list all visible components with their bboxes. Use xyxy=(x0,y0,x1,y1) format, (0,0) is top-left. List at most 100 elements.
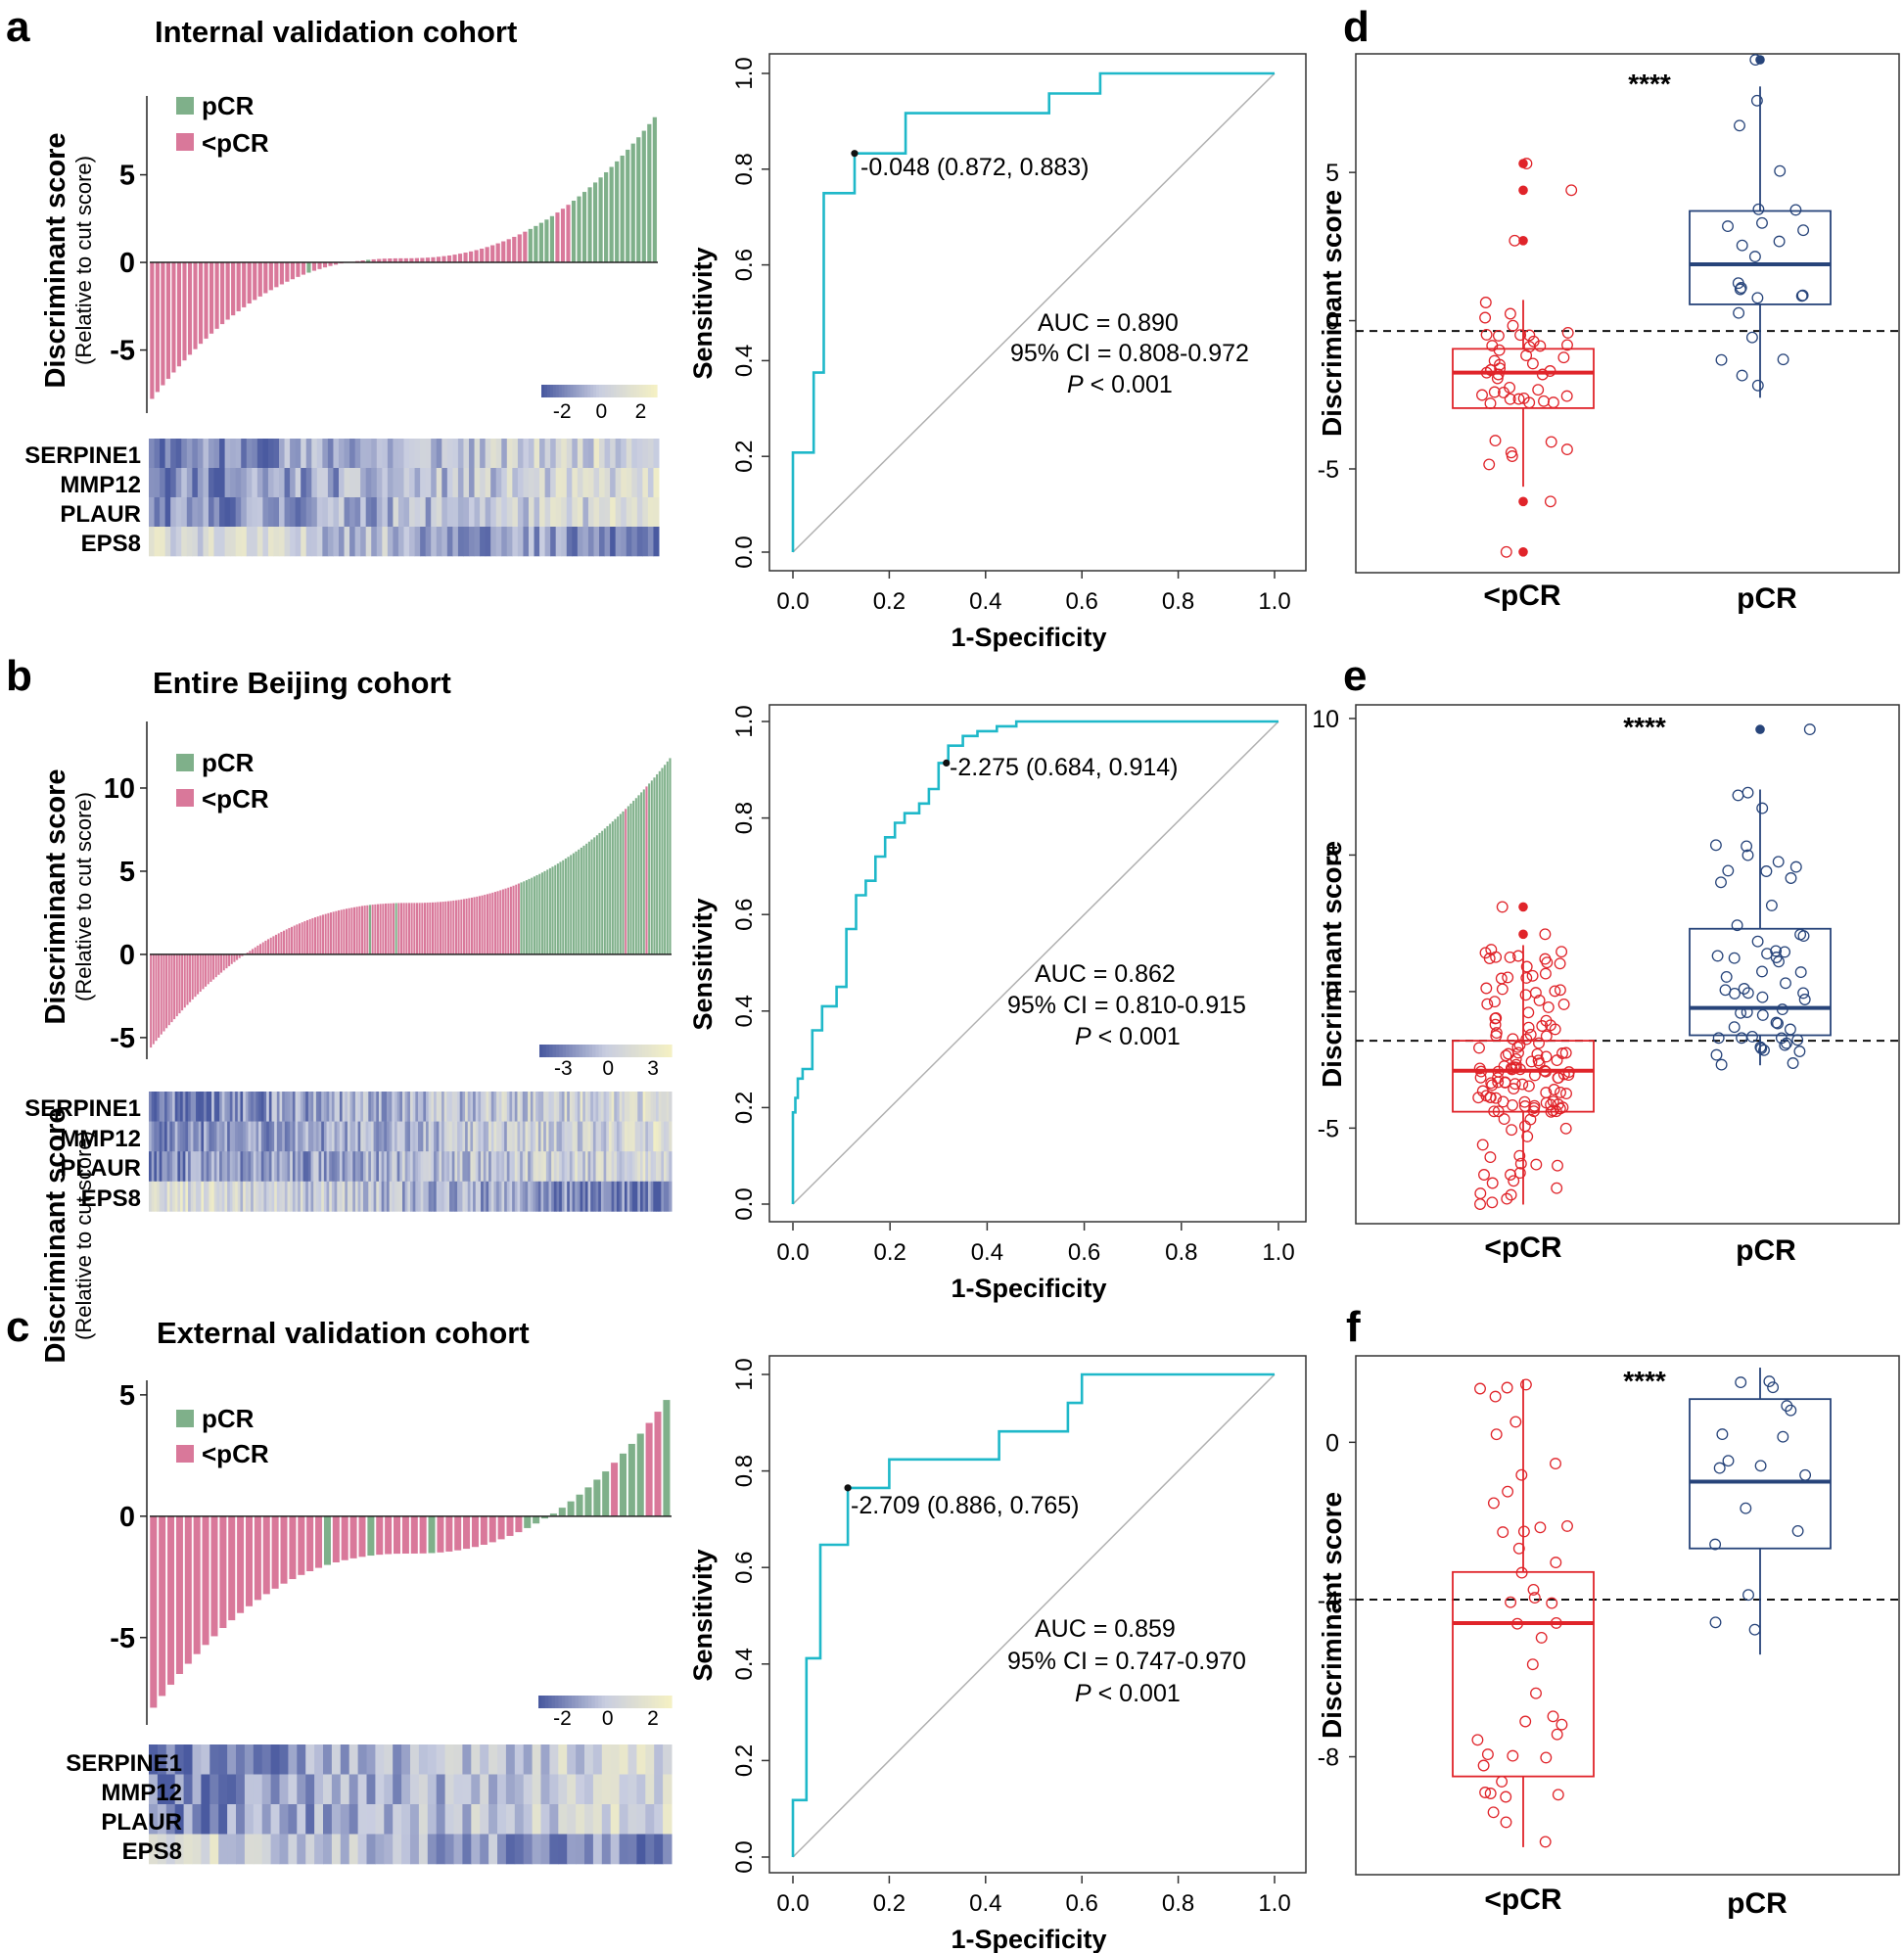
x-tick-label: 0.8 xyxy=(1162,1890,1194,1917)
heatmap-cell xyxy=(321,1151,325,1183)
heatmap-cell xyxy=(474,497,481,528)
outlier-point xyxy=(1518,185,1528,196)
heatmap-cell xyxy=(253,1092,256,1122)
roc-plot xyxy=(791,71,1276,553)
heatmap-cell xyxy=(444,1804,454,1835)
heatmap-cell xyxy=(365,497,372,528)
heatmap-cell xyxy=(323,1774,333,1805)
heatmap-cell xyxy=(307,1181,312,1212)
heatmap-cell xyxy=(255,1121,259,1152)
heatmap-cell xyxy=(446,527,453,557)
data-point xyxy=(1512,393,1525,405)
heatmap-cell xyxy=(653,497,660,528)
colorbar-segment xyxy=(631,1045,636,1057)
heatmap-cell xyxy=(590,1121,594,1152)
box-ticks: -8-40 xyxy=(1318,1429,1356,1772)
heatmap-cell xyxy=(534,497,540,528)
heatmap-cell xyxy=(553,1151,558,1183)
heatmap-cell xyxy=(387,527,394,557)
heatmap-cell xyxy=(655,1092,660,1122)
heatmap-cell xyxy=(431,468,438,498)
heatmap-cell xyxy=(465,1151,469,1183)
colorbar-segment xyxy=(555,1045,560,1057)
heatmap-cell xyxy=(248,1151,252,1183)
bar-lt-pcr xyxy=(258,944,262,955)
heatmap-cell xyxy=(302,1121,306,1152)
heatmap-cell xyxy=(453,1774,463,1805)
bar-pcr xyxy=(522,881,526,955)
heatmap-cell xyxy=(611,1092,615,1122)
data-point xyxy=(1556,1718,1568,1731)
data-point xyxy=(1501,1381,1513,1394)
heatmap-cell xyxy=(169,1092,173,1122)
bar-pcr xyxy=(581,191,587,263)
bar-pcr xyxy=(523,1515,532,1529)
heatmap-cell xyxy=(274,1181,278,1212)
heatmap-cell xyxy=(151,1092,155,1122)
heatmap-cell xyxy=(553,1121,558,1152)
heatmap-cell xyxy=(261,1804,272,1835)
heatmap-cell xyxy=(157,1181,161,1212)
heatmap-cell xyxy=(209,1774,219,1805)
bar-lt-pcr xyxy=(160,953,163,1035)
panel-letter-b: b xyxy=(6,652,32,700)
heatmap-cell xyxy=(251,1181,255,1212)
roc-cut-point xyxy=(851,150,859,158)
heatmap-cell xyxy=(316,497,323,528)
data-point xyxy=(1785,872,1797,884)
y-tick-label: 0 xyxy=(119,248,135,279)
heatmap-cell xyxy=(381,1151,385,1183)
heatmap-cell xyxy=(436,1151,440,1183)
heatmap-cell xyxy=(166,1181,170,1212)
heatmap-cell xyxy=(290,1092,294,1122)
heatmap-cell xyxy=(384,1744,394,1775)
data-point xyxy=(1473,1062,1486,1075)
bar-lt-pcr xyxy=(434,902,437,955)
colorbar-segment xyxy=(539,1045,543,1057)
heatmap-cell xyxy=(337,1181,341,1212)
heatmap-cell xyxy=(219,1092,223,1122)
heatmap-cell xyxy=(164,468,171,498)
x-tick-label: 1.0 xyxy=(1258,1890,1290,1917)
data-point xyxy=(1548,1084,1560,1095)
heatmap-cell xyxy=(514,1181,518,1212)
heatmap-cell xyxy=(393,497,399,528)
colorbar-segment xyxy=(578,1696,582,1708)
heatmap-cell xyxy=(418,1804,429,1835)
heatmap-cell xyxy=(404,1181,408,1212)
legend-label-pcr: pCR xyxy=(202,1404,255,1433)
heatmap-cell xyxy=(453,1804,463,1835)
heatmap-cell xyxy=(221,1092,225,1122)
bar-lt-pcr xyxy=(245,1515,254,1607)
heatmap-cell xyxy=(399,1151,403,1183)
data-point xyxy=(1715,1058,1728,1071)
heatmap-cell xyxy=(555,527,562,557)
heatmap-cell xyxy=(577,527,583,557)
heatmap-cell xyxy=(322,468,329,498)
heatmap-cell xyxy=(567,1092,571,1122)
heatmap-cell xyxy=(535,1181,539,1212)
heatmap-cell xyxy=(287,1181,291,1212)
heatmap-cell xyxy=(423,1121,427,1152)
heatmap-cell xyxy=(407,1181,411,1212)
x-tick-label: 0.8 xyxy=(1165,1239,1197,1266)
data-point xyxy=(1784,1023,1796,1036)
heatmap-cell xyxy=(418,1121,422,1152)
bar-lt-pcr xyxy=(163,953,165,1032)
data-point xyxy=(1528,1069,1541,1082)
outlier-point xyxy=(1755,724,1765,734)
data-point xyxy=(1559,1046,1572,1059)
heatmap-cell xyxy=(452,468,459,498)
bar-pcr xyxy=(634,797,638,955)
outlier-point xyxy=(1518,236,1528,246)
bar-lt-pcr xyxy=(327,912,330,955)
heatmap-cell xyxy=(587,1151,591,1183)
heatmap-cell xyxy=(469,439,476,469)
data-point xyxy=(1798,994,1811,1005)
y-tick-label: 0.4 xyxy=(731,995,758,1027)
y-tick-label: 0 xyxy=(1325,1429,1339,1457)
heatmap-cell xyxy=(577,468,583,498)
heatmap-cell xyxy=(290,468,297,498)
bar-lt-pcr xyxy=(645,1422,654,1517)
heatmap-cell xyxy=(393,439,399,469)
